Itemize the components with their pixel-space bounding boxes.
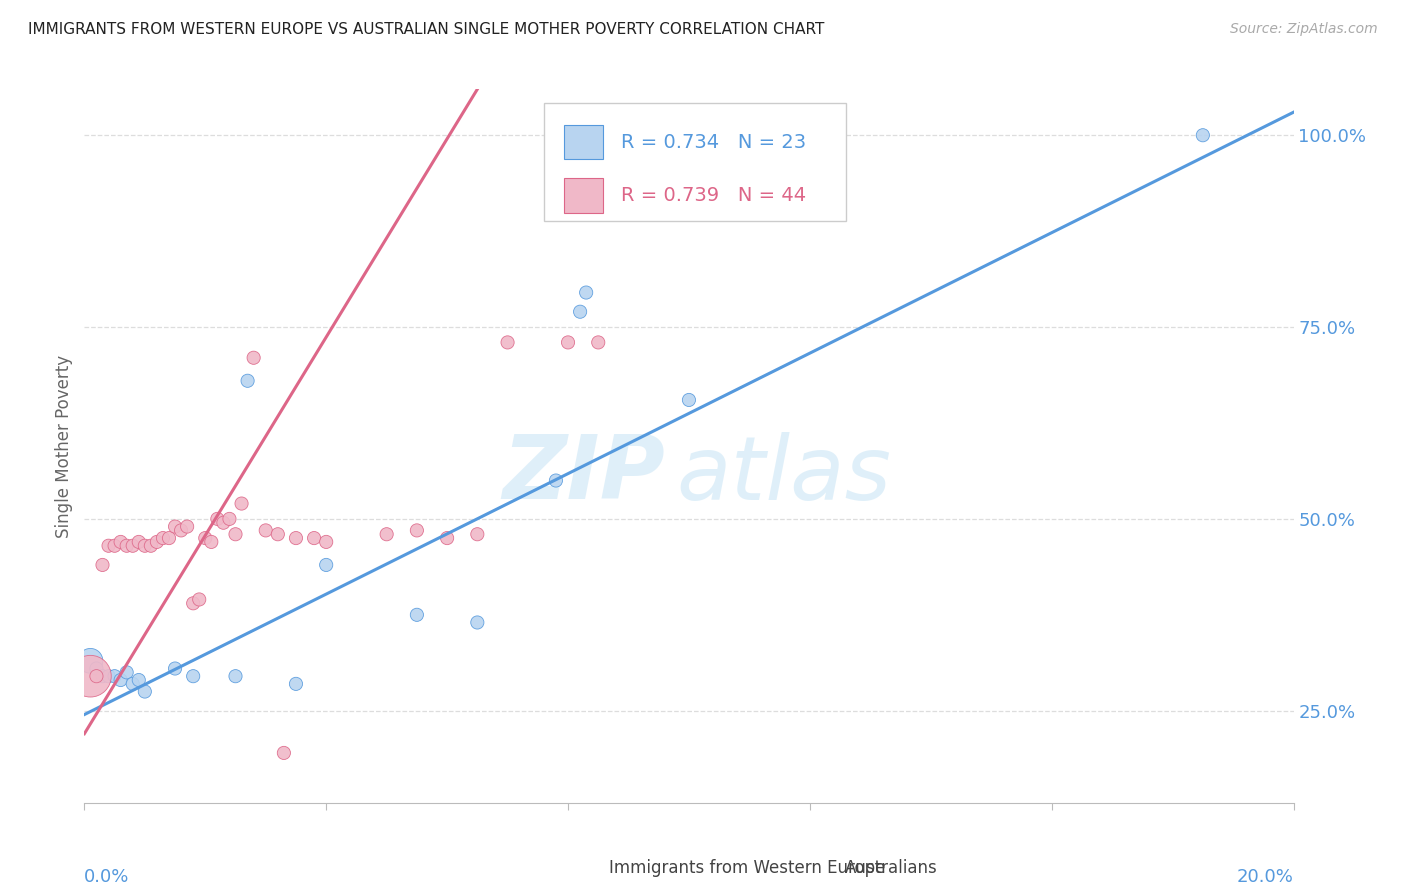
Text: R = 0.734   N = 23: R = 0.734 N = 23 bbox=[621, 133, 807, 152]
FancyBboxPatch shape bbox=[568, 857, 602, 880]
Point bbox=[231, 497, 253, 511]
Point bbox=[617, 128, 640, 143]
Point bbox=[218, 512, 240, 526]
Point bbox=[654, 128, 676, 143]
Point bbox=[181, 596, 204, 610]
Point bbox=[165, 519, 187, 533]
Point bbox=[134, 684, 156, 698]
Point bbox=[254, 524, 277, 538]
Point bbox=[273, 746, 295, 760]
Point bbox=[1192, 128, 1215, 143]
Point bbox=[315, 535, 337, 549]
Point bbox=[97, 539, 120, 553]
Point bbox=[176, 519, 198, 533]
Point bbox=[302, 531, 325, 545]
Point bbox=[207, 512, 229, 526]
Point bbox=[128, 535, 150, 549]
Point bbox=[86, 669, 108, 683]
Point bbox=[86, 661, 108, 675]
Point bbox=[152, 531, 174, 545]
Point bbox=[134, 539, 156, 553]
Point bbox=[139, 539, 162, 553]
Point bbox=[157, 531, 180, 545]
Point bbox=[104, 669, 127, 683]
Point bbox=[188, 592, 211, 607]
Point bbox=[467, 527, 489, 541]
Text: ZIP: ZIP bbox=[502, 431, 665, 518]
Point bbox=[165, 661, 187, 675]
Point bbox=[636, 128, 658, 143]
Point bbox=[110, 673, 132, 687]
Point bbox=[496, 335, 519, 350]
Point bbox=[115, 539, 138, 553]
Point bbox=[200, 535, 222, 549]
FancyBboxPatch shape bbox=[804, 857, 838, 880]
Y-axis label: Single Mother Poverty: Single Mother Poverty bbox=[55, 354, 73, 538]
Point bbox=[569, 304, 592, 318]
Text: Australians: Australians bbox=[845, 860, 938, 878]
Point bbox=[212, 516, 235, 530]
Point bbox=[225, 527, 247, 541]
Point bbox=[181, 669, 204, 683]
Point bbox=[575, 285, 598, 300]
Point bbox=[242, 351, 264, 365]
Point bbox=[236, 374, 259, 388]
Point bbox=[436, 531, 458, 545]
Point bbox=[91, 558, 114, 572]
Text: atlas: atlas bbox=[676, 432, 891, 517]
Point bbox=[285, 531, 308, 545]
Point bbox=[678, 392, 700, 407]
Point bbox=[285, 677, 308, 691]
Point bbox=[128, 673, 150, 687]
Point bbox=[79, 654, 101, 668]
FancyBboxPatch shape bbox=[564, 178, 603, 212]
FancyBboxPatch shape bbox=[564, 125, 603, 159]
Text: R = 0.739   N = 44: R = 0.739 N = 44 bbox=[621, 186, 807, 205]
Point bbox=[315, 558, 337, 572]
Point bbox=[267, 527, 290, 541]
Text: IMMIGRANTS FROM WESTERN EUROPE VS AUSTRALIAN SINGLE MOTHER POVERTY CORRELATION C: IMMIGRANTS FROM WESTERN EUROPE VS AUSTRA… bbox=[28, 22, 824, 37]
Point bbox=[121, 539, 143, 553]
Point bbox=[678, 128, 700, 143]
Point bbox=[406, 607, 429, 622]
Point bbox=[375, 527, 398, 541]
Text: Immigrants from Western Europe: Immigrants from Western Europe bbox=[609, 860, 886, 878]
Point bbox=[104, 539, 127, 553]
Point bbox=[194, 531, 217, 545]
Point bbox=[588, 335, 610, 350]
Point bbox=[79, 669, 101, 683]
Point bbox=[544, 474, 567, 488]
Point bbox=[115, 665, 138, 680]
Text: 20.0%: 20.0% bbox=[1237, 868, 1294, 886]
Point bbox=[146, 535, 169, 549]
Point bbox=[406, 524, 429, 538]
Text: 0.0%: 0.0% bbox=[84, 868, 129, 886]
Point bbox=[170, 524, 193, 538]
Point bbox=[91, 669, 114, 683]
Point bbox=[110, 535, 132, 549]
Text: Source: ZipAtlas.com: Source: ZipAtlas.com bbox=[1230, 22, 1378, 37]
Point bbox=[121, 677, 143, 691]
Point bbox=[467, 615, 489, 630]
Point bbox=[225, 669, 247, 683]
FancyBboxPatch shape bbox=[544, 103, 846, 221]
Point bbox=[557, 335, 579, 350]
Point bbox=[97, 669, 120, 683]
